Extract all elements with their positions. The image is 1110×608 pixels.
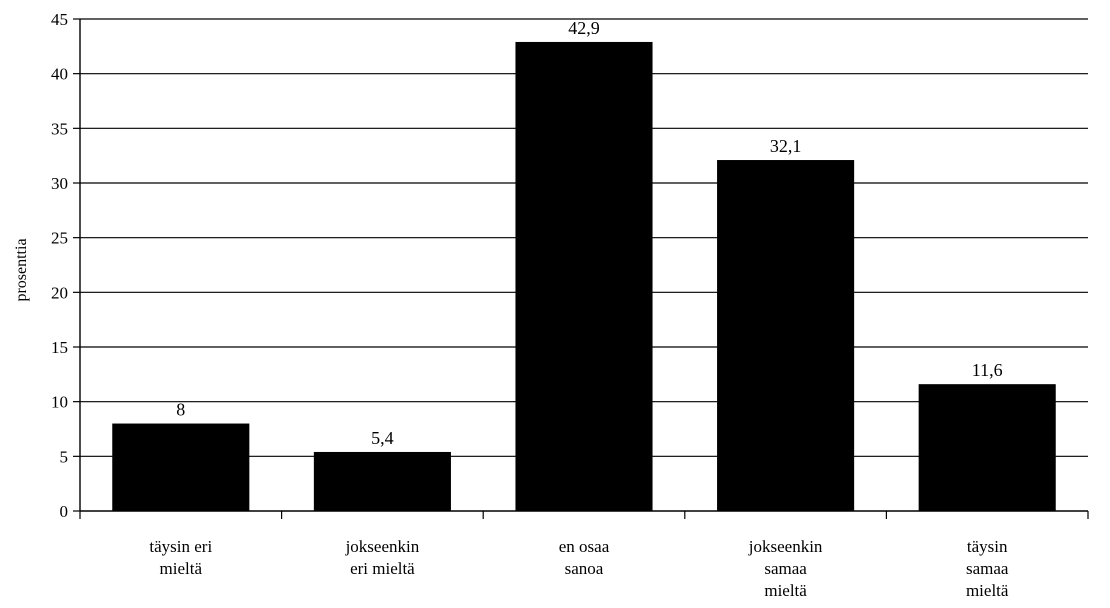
bars [112,41,1056,512]
y-tick-label: 0 [60,502,69,521]
x-category-label-line: sanoa [565,559,604,578]
y-tick-label: 30 [51,174,68,193]
x-category-label-line: en osaa [559,537,610,556]
data-label: 32,1 [770,136,802,156]
y-tick-label: 10 [51,393,68,412]
bar [112,423,250,511]
x-category-label-line: eri mieltä [350,559,415,578]
y-tick-label: 25 [51,229,68,248]
y-tick-label: 45 [51,10,68,29]
data-label: 5,4 [371,428,394,448]
bar [918,384,1056,511]
x-category-label-line: täysin eri [149,537,212,556]
y-tick-label: 5 [60,447,69,466]
bar [717,160,855,512]
axes [73,18,1089,519]
y-tick-label: 20 [51,283,68,302]
bar [313,451,451,511]
x-category-label: en osaa sanoa [559,537,610,578]
data-label: 11,6 [972,360,1003,380]
x-category-label-line: mieltä [966,581,1009,600]
x-category-label-line: täysin [967,537,1008,556]
y-tick-label: 35 [51,119,68,138]
x-category-label: jokseenkin samaa mieltä [748,537,823,600]
x-category-label: täysin samaa mieltä [966,537,1009,600]
x-category-label: täysin eri mieltä [149,537,212,578]
data-label: 8 [176,400,185,420]
data-label: 42,9 [568,18,600,38]
y-tick-label: 40 [51,65,68,84]
x-category-label-line: samaa [966,559,1009,578]
x-category-label-line: samaa [764,559,807,578]
x-category-label-line: jokseenkin [345,537,420,556]
x-category-label-line: jokseenkin [748,537,823,556]
labels: 0 5 10 15 20 25 30 35 40 45 8 täysin eri mieltä 5,4 jo… [51,10,1009,600]
y-tick-label: 15 [51,338,68,357]
y-axis-title: prosenttia [13,238,30,301]
x-category-label-line: mieltä [160,559,203,578]
x-category-label-line: mieltä [764,581,807,600]
bar [515,41,653,512]
x-category-label: jokseenkin eri mieltä [345,537,420,578]
